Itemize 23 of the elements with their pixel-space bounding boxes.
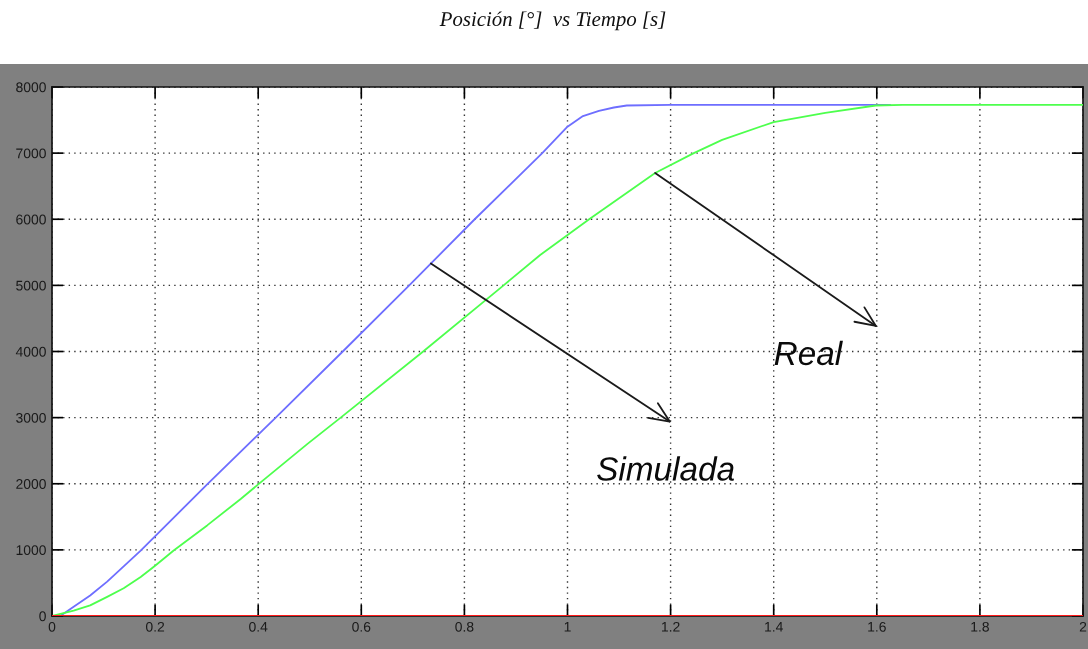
annotation: Real (774, 340, 843, 366)
annotation: Simulada (597, 456, 734, 481)
y-tick-label: 6000 (16, 214, 46, 225)
x-tick-label: 0.4 (249, 621, 268, 632)
y-tick-label: 2000 (16, 479, 46, 489)
x-tick-label: 1.8 (971, 621, 989, 632)
y-tick-label: 4000 (15, 346, 46, 357)
x-tick-label: 1.4 (765, 622, 783, 632)
x-tick-label: 1.2 (662, 621, 680, 632)
x-tick-label: 0.6 (352, 621, 371, 632)
x-tick-label: 0 (48, 621, 56, 632)
x-tick-label: 0.8 (455, 621, 474, 632)
y-tick-label: 5000 (16, 280, 46, 291)
y-tick-label: 7000 (16, 148, 46, 159)
y-tick-label: 3000 (16, 412, 46, 423)
x-tick-label: 2 (1079, 621, 1087, 632)
x-tick-label: 1.6 (868, 621, 886, 632)
x-tick-label: 0.2 (145, 621, 165, 632)
y-tick-label: 1000 (16, 545, 46, 556)
y-tick-label: 0 (39, 611, 46, 622)
chart-title: Posición [°] vs Tiempo [s] (439, 11, 666, 31)
y-tick-label: 8000 (16, 82, 46, 93)
x-tick-label: 1 (564, 622, 571, 632)
